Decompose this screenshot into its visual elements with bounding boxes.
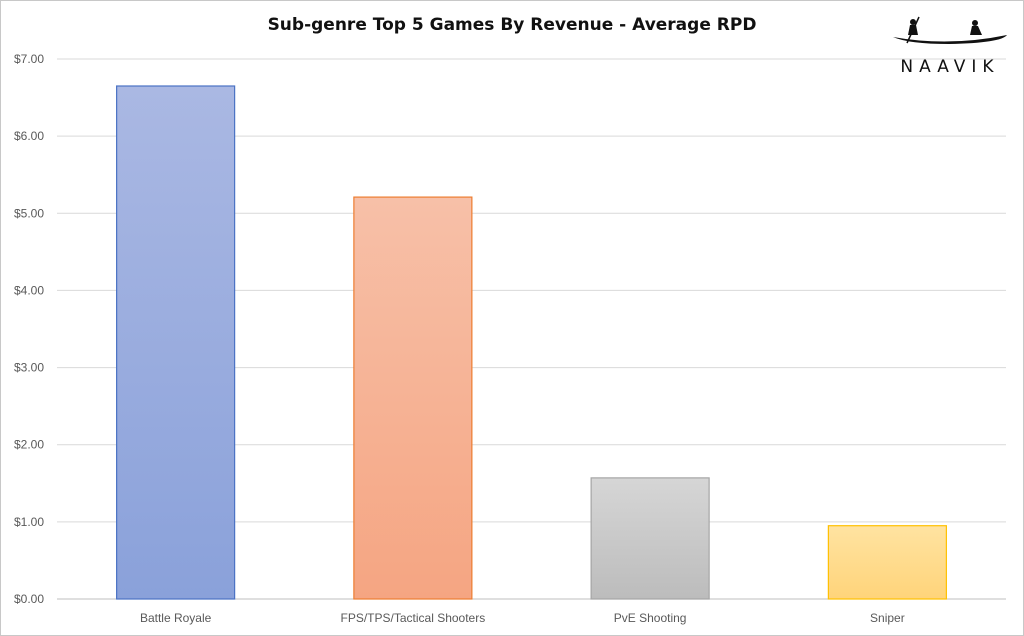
y-tick-label: $5.00 xyxy=(14,206,44,220)
category-label: Sniper xyxy=(870,611,905,625)
y-tick-label: $6.00 xyxy=(14,129,44,143)
y-tick-label: $3.00 xyxy=(14,361,44,375)
rowing-boat-icon xyxy=(893,16,1007,44)
bar-pve-shooting xyxy=(590,477,710,600)
y-tick-label: $2.00 xyxy=(14,438,44,452)
y-tick-label: $1.00 xyxy=(14,515,44,529)
category-label: PvE Shooting xyxy=(614,611,687,625)
category-label: FPS/TPS/Tactical Shooters xyxy=(341,611,486,625)
y-tick-label: $7.00 xyxy=(14,52,44,66)
bars xyxy=(116,85,947,600)
logo-text: NAAVIK xyxy=(900,57,1000,77)
category-label: Battle Royale xyxy=(140,611,212,625)
naavik-logo: NAAVIK xyxy=(889,13,1011,77)
chart-title: Sub-genre Top 5 Games By Revenue - Avera… xyxy=(267,15,757,35)
x-axis-labels: Battle Royale FPS/TPS/Tactical Shooters Pv… xyxy=(140,611,905,625)
y-tick-label: $0.00 xyxy=(14,592,44,606)
y-axis-labels: $0.00 $1.00 $2.00 $3.00 $4.00 $5.00 $6.00 $7.00 xyxy=(14,52,44,606)
bar-battle-royale xyxy=(116,85,236,600)
bar-fps-tps-tactical-shooters xyxy=(353,196,473,600)
bar-sniper xyxy=(827,525,947,600)
y-tick-label: $4.00 xyxy=(14,283,44,297)
